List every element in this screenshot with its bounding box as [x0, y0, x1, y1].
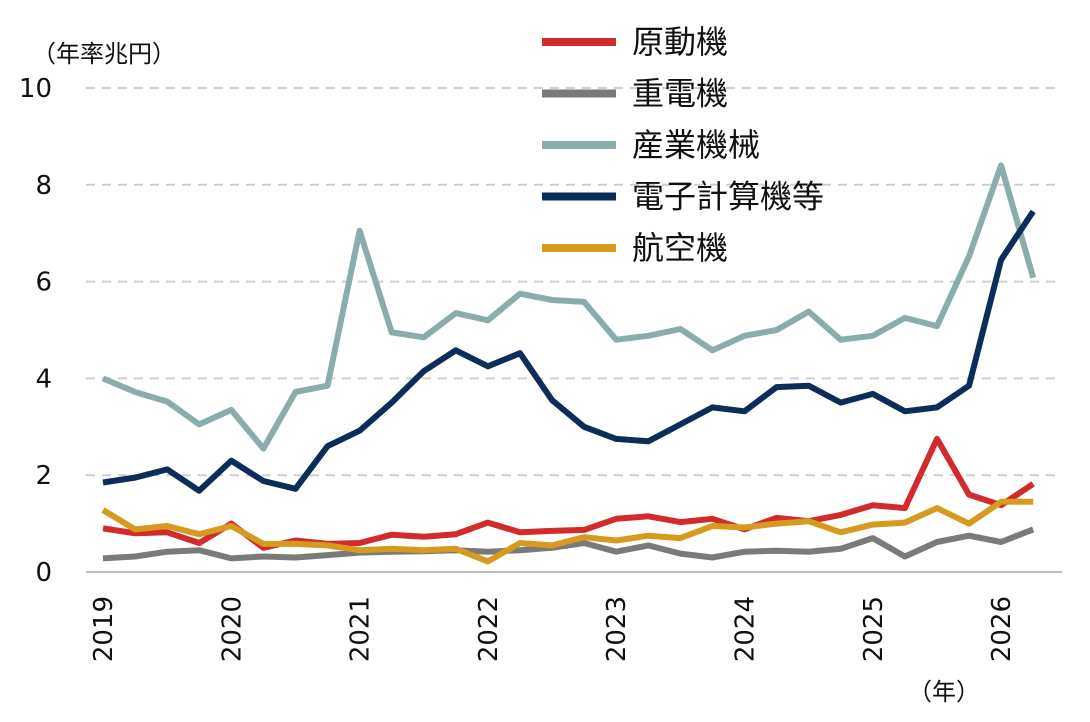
- series-lines: [101, 162, 1037, 565]
- y-tick-label: 10: [19, 74, 52, 104]
- x-tick-label: 2025: [859, 596, 889, 662]
- legend-label-4: 航空機: [632, 229, 728, 267]
- x-tick-label: 2019: [89, 596, 119, 662]
- x-tick-label: 2026: [987, 596, 1017, 662]
- x-tick-label: 2023: [602, 596, 632, 662]
- x-tick-label: 2024: [731, 596, 761, 662]
- x-tick-label: 2021: [346, 596, 376, 662]
- series-line-3: [102, 209, 1036, 494]
- y-unit-label: （年率兆円）: [32, 40, 176, 68]
- x-unit-label: （年）: [908, 678, 980, 706]
- x-tick-label: 2022: [474, 596, 504, 662]
- y-tick-label: 8: [35, 171, 52, 201]
- y-tick-label: 6: [35, 268, 52, 298]
- x-tick-label: 2020: [217, 596, 247, 662]
- y-tick-label: 0: [35, 558, 52, 588]
- series-line-2: [101, 162, 1037, 452]
- y-tick-label: 4: [35, 364, 52, 394]
- series-line-1: [102, 526, 1035, 562]
- y-axis-ticks: 0 2 4 6 8 10: [19, 74, 52, 588]
- x-axis-ticks: 2019 2020 2021 2022 2023 2024 2025 2026: [89, 596, 1017, 662]
- series-line-4: [101, 498, 1034, 565]
- gridlines: [86, 87, 1062, 573]
- y-tick-label: 2: [35, 461, 52, 491]
- legend-label-2: 産業機械: [632, 126, 760, 164]
- legend-label-1: 重電機: [632, 75, 728, 113]
- legend-label-0: 原動機: [632, 23, 728, 61]
- legend-label-3: 電子計算機等: [632, 178, 824, 216]
